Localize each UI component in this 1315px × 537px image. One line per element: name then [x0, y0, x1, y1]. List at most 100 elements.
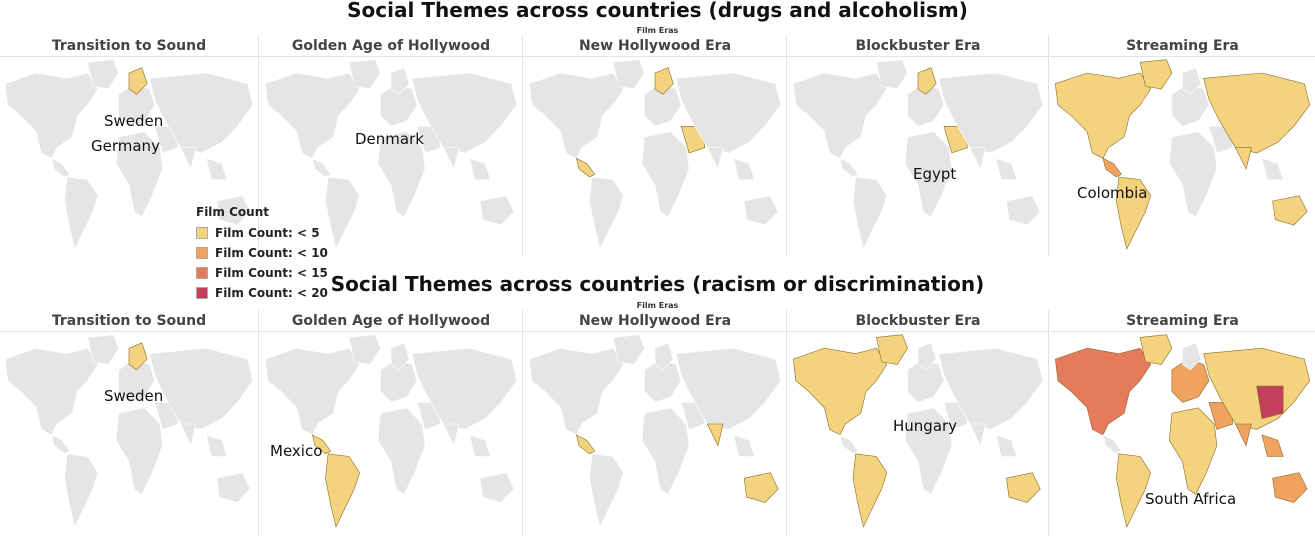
- region-australia[interactable]: [743, 195, 779, 226]
- region-centralAmerica[interactable]: [51, 157, 71, 178]
- region-scandinavia[interactable]: [1182, 342, 1202, 371]
- map-panel-racism-streaming[interactable]: [1050, 332, 1315, 535]
- region-centralAmerica[interactable]: [575, 157, 596, 178]
- region-northAmerica[interactable]: [528, 347, 624, 436]
- region-greenland[interactable]: [612, 59, 645, 90]
- region-seAsia[interactable]: [469, 157, 492, 180]
- region-india[interactable]: [969, 147, 986, 170]
- region-greenland[interactable]: [876, 334, 908, 365]
- region-scandinavia[interactable]: [654, 342, 674, 371]
- region-africa[interactable]: [1168, 407, 1218, 495]
- region-southAmerica[interactable]: [325, 176, 360, 250]
- region-seAsia[interactable]: [1261, 157, 1284, 180]
- region-asia[interactable]: [938, 347, 1044, 430]
- legend-item[interactable]: Film Count: < 20: [196, 283, 328, 303]
- region-southAmerica[interactable]: [852, 176, 888, 250]
- region-africa[interactable]: [377, 407, 426, 495]
- region-scandinavia[interactable]: [654, 67, 674, 95]
- region-australia[interactable]: [1006, 472, 1041, 503]
- region-india[interactable]: [1235, 423, 1252, 447]
- region-africa[interactable]: [641, 407, 690, 495]
- legend-item[interactable]: Film Count: < 5: [196, 223, 328, 243]
- map-panel-drugs-new-hollywood[interactable]: [524, 57, 786, 257]
- map-panel-drugs-streaming[interactable]: [1050, 57, 1315, 257]
- region-centralAmerica[interactable]: [311, 434, 332, 455]
- region-northAmerica[interactable]: [264, 72, 360, 159]
- map-panel-drugs-golden[interactable]: [260, 57, 522, 257]
- region-india[interactable]: [442, 147, 460, 170]
- region-asia[interactable]: [675, 347, 782, 430]
- map-panel-drugs-blockbuster[interactable]: [788, 57, 1048, 257]
- legend-item[interactable]: Film Count: < 10: [196, 243, 328, 263]
- region-australia[interactable]: [743, 472, 779, 503]
- region-africa[interactable]: [115, 407, 163, 495]
- region-scandinavia[interactable]: [917, 67, 937, 95]
- region-northAmerica[interactable]: [792, 72, 888, 159]
- region-seAsia[interactable]: [205, 157, 228, 180]
- region-northAmerica[interactable]: [1054, 72, 1152, 159]
- region-seAsia[interactable]: [733, 157, 756, 180]
- region-india[interactable]: [442, 423, 460, 447]
- region-africa[interactable]: [377, 131, 426, 218]
- region-scandinavia[interactable]: [390, 342, 410, 371]
- region-southAmerica[interactable]: [1115, 176, 1152, 250]
- region-southAmerica[interactable]: [589, 176, 624, 250]
- region-seAsia[interactable]: [205, 434, 228, 457]
- region-greenland[interactable]: [612, 334, 645, 365]
- region-asia[interactable]: [1203, 72, 1311, 154]
- region-greenland[interactable]: [348, 59, 381, 90]
- region-centralAmerica[interactable]: [1102, 157, 1122, 178]
- region-africa[interactable]: [115, 131, 163, 218]
- region-australia[interactable]: [216, 195, 251, 226]
- region-asia[interactable]: [149, 347, 254, 430]
- region-india[interactable]: [180, 147, 197, 170]
- region-northAmerica[interactable]: [264, 347, 360, 436]
- region-centralAmerica[interactable]: [575, 434, 596, 455]
- map-panel-drugs-transition[interactable]: [0, 57, 258, 257]
- region-asia[interactable]: [411, 347, 518, 430]
- region-greenland[interactable]: [876, 59, 908, 90]
- region-centralAmerica[interactable]: [311, 157, 332, 178]
- region-asia[interactable]: [675, 72, 782, 154]
- region-southAmerica[interactable]: [64, 176, 99, 250]
- map-panel-racism-golden[interactable]: [260, 332, 522, 535]
- region-india[interactable]: [180, 423, 197, 447]
- region-india[interactable]: [706, 423, 724, 447]
- region-asia[interactable]: [938, 72, 1044, 154]
- region-southAmerica[interactable]: [1115, 453, 1152, 528]
- region-southAmerica[interactable]: [589, 453, 624, 528]
- legend-item[interactable]: Film Count: < 15: [196, 263, 328, 283]
- region-africa[interactable]: [904, 407, 953, 495]
- region-africa[interactable]: [904, 131, 953, 218]
- region-centralAmerica[interactable]: [839, 434, 859, 455]
- region-india[interactable]: [706, 147, 724, 170]
- region-seAsia[interactable]: [733, 434, 756, 457]
- region-centralAmerica[interactable]: [1102, 434, 1122, 455]
- region-scandinavia[interactable]: [1182, 67, 1202, 95]
- region-seAsia[interactable]: [995, 434, 1018, 457]
- map-panel-racism-blockbuster[interactable]: [788, 332, 1048, 535]
- region-seAsia[interactable]: [469, 434, 492, 457]
- region-greenland[interactable]: [1139, 59, 1173, 90]
- region-southAmerica[interactable]: [325, 453, 360, 528]
- region-greenland[interactable]: [1139, 334, 1173, 365]
- region-scandinavia[interactable]: [128, 67, 148, 95]
- region-northAmerica[interactable]: [528, 72, 624, 159]
- region-asia[interactable]: [149, 72, 254, 154]
- map-panel-racism-transition[interactable]: [0, 332, 258, 535]
- region-southAmerica[interactable]: [64, 453, 99, 528]
- region-australia[interactable]: [479, 195, 515, 226]
- region-australia[interactable]: [1006, 195, 1041, 226]
- region-australia[interactable]: [216, 472, 251, 503]
- region-northAmerica[interactable]: [792, 347, 888, 436]
- region-southAmerica[interactable]: [852, 453, 888, 528]
- region-india[interactable]: [1235, 147, 1252, 170]
- region-scandinavia[interactable]: [917, 342, 937, 371]
- region-northAmerica[interactable]: [1054, 347, 1152, 436]
- region-africa[interactable]: [1168, 131, 1218, 218]
- region-seAsia[interactable]: [995, 157, 1018, 180]
- region-africa[interactable]: [641, 131, 690, 218]
- region-scandinavia[interactable]: [128, 342, 148, 371]
- region-scandinavia[interactable]: [390, 67, 410, 95]
- map-panel-racism-new-hollywood[interactable]: [524, 332, 786, 535]
